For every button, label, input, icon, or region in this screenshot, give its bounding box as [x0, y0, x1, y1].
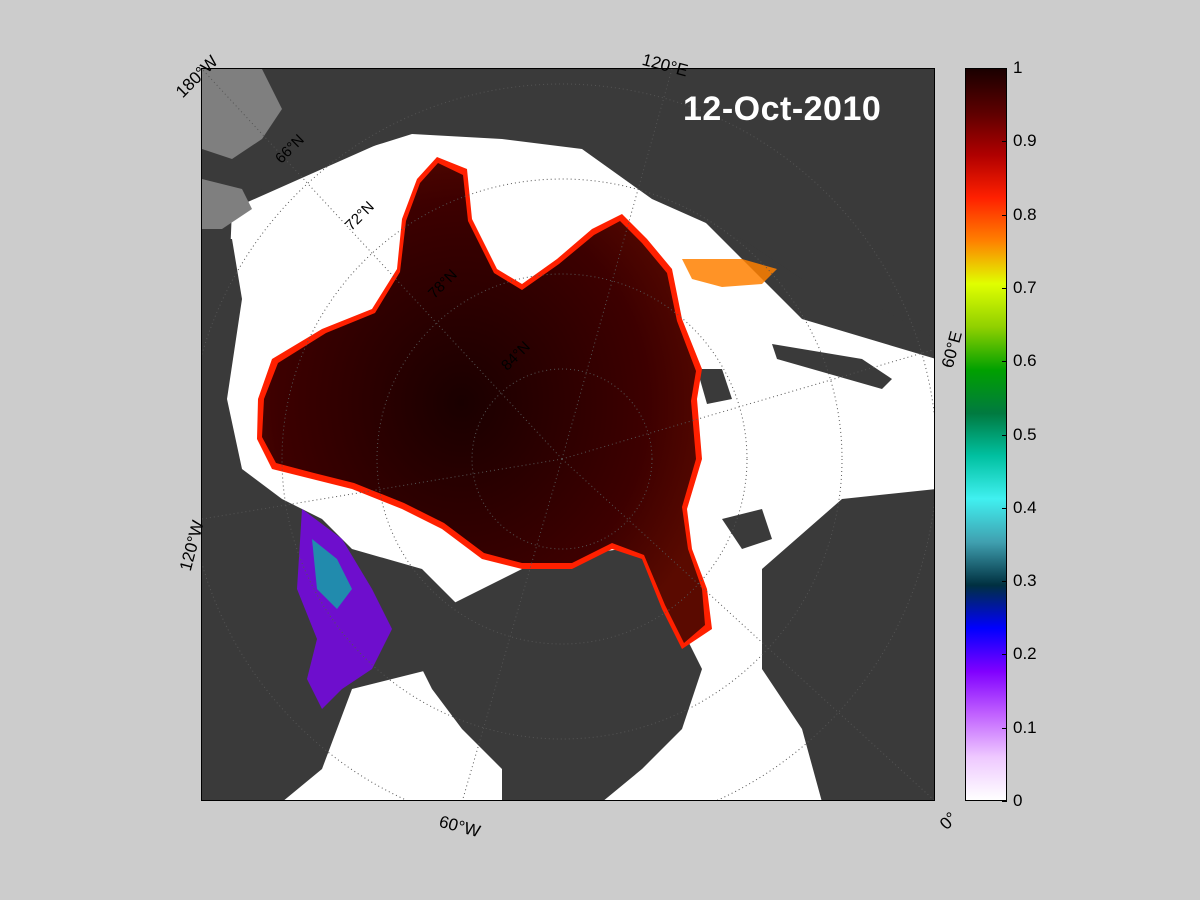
land-novaya-zemlya	[772, 344, 892, 389]
colorbar-tick-label: 0	[1013, 791, 1023, 810]
land-light-patch	[202, 69, 282, 159]
colorbar-tick-label: 0.5	[1013, 424, 1037, 444]
colorbar-tick-label: 0.4	[1013, 497, 1037, 517]
land-light-patch-2	[202, 179, 252, 229]
land-scandinavia	[762, 489, 934, 800]
lon-label-60w: 60°W	[437, 812, 483, 842]
colorbar-tick-mark	[1002, 507, 1007, 509]
land-greenland	[402, 549, 702, 800]
colorbar-tick-mark	[1002, 434, 1007, 436]
lon-label-60e: 60°E	[938, 329, 966, 370]
polar-map	[201, 68, 935, 801]
colorbar-tick-mark	[1002, 141, 1007, 143]
colorbar-tick-mark	[1002, 801, 1007, 802]
colorbar-tick-mark	[1002, 361, 1007, 363]
land-franz-josef	[697, 369, 732, 404]
ice-scatter-caa-2	[312, 539, 352, 609]
colorbar-tick-mark	[1002, 214, 1007, 216]
ice-pack	[262, 163, 705, 643]
colorbar	[965, 68, 1007, 801]
colorbar-tick-label: 1	[1013, 58, 1023, 77]
colorbar-tick-mark	[1002, 581, 1007, 583]
colorbar-tick-label: 0.7	[1013, 277, 1037, 297]
land-alaska	[202, 69, 934, 338]
colorbar-tick-label: 0.2	[1013, 644, 1037, 664]
colorbar-tick-mark	[1002, 727, 1007, 729]
polar-map-canvas	[202, 69, 934, 800]
colorbar-tick-mark	[1002, 68, 1007, 69]
land-svalbard	[722, 509, 772, 549]
colorbar-tick-label: 0.9	[1013, 131, 1037, 151]
colorbar-tick-label: 0.3	[1013, 571, 1037, 591]
colorbar-tick-mark	[1002, 654, 1007, 656]
land-canada	[202, 239, 462, 800]
colorbar-tick-mark	[1002, 287, 1007, 289]
date-label: 12-Oct-2010	[683, 90, 882, 128]
colorbar-tick-label: 0.6	[1013, 351, 1037, 371]
ice-scatter-kara	[682, 259, 777, 287]
colorbar-tick-label: 0.1	[1013, 717, 1037, 737]
graticule	[202, 69, 934, 800]
colorbar-tick-label: 0.8	[1013, 204, 1037, 224]
lon-label-0: 0°	[936, 808, 961, 834]
